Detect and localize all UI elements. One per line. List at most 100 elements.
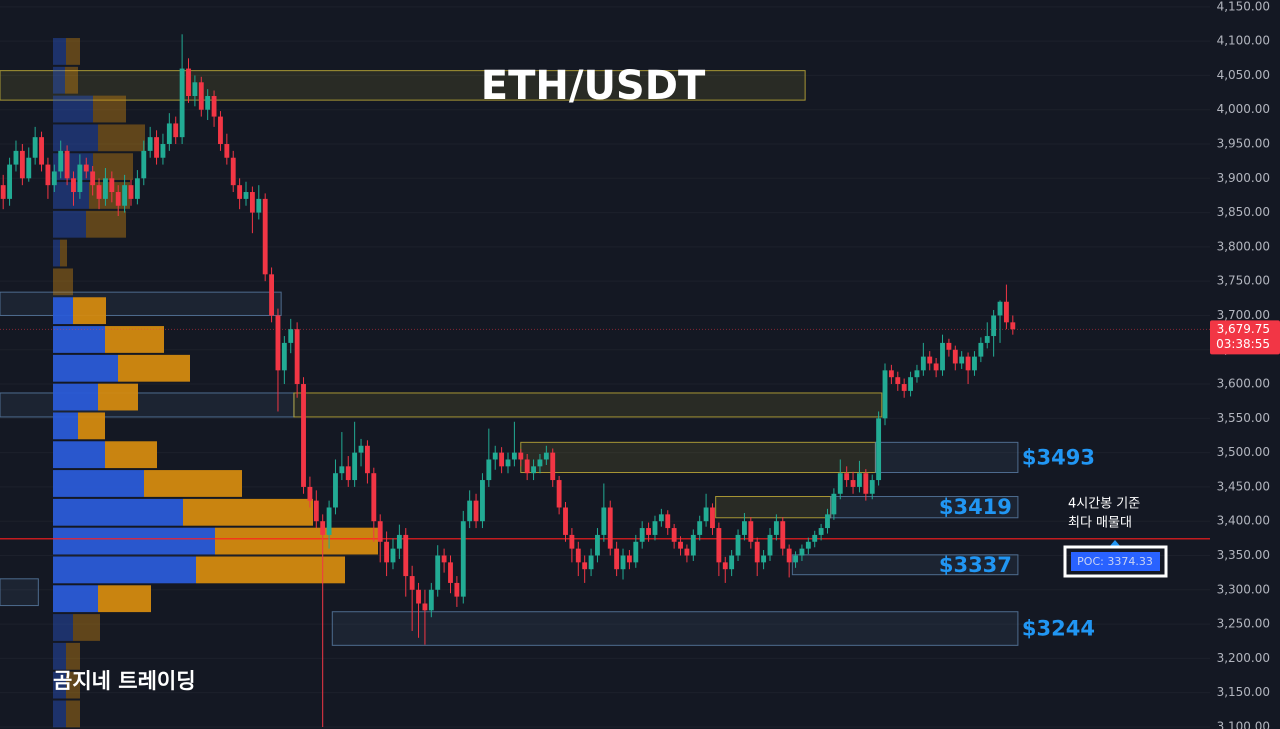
profile-sell: [65, 66, 78, 94]
candle-body: [313, 500, 319, 522]
candle-body: [972, 356, 977, 371]
candle-body: [467, 500, 473, 522]
annotation: 4시간봉 기준: [1068, 497, 1140, 512]
zone-label: $3337: [939, 553, 1012, 577]
candle-body: [537, 459, 543, 467]
candle-body: [109, 178, 115, 193]
profile-buy: [53, 585, 98, 613]
candle-body: [173, 123, 179, 138]
candle-body: [480, 480, 485, 522]
candle-body: [275, 315, 281, 371]
candle-body: [224, 144, 230, 158]
candle-body: [767, 534, 773, 556]
profile-buy: [53, 239, 60, 267]
labels: 4,150.00 4,100.00 4,050.00 4,000.00 3,950.00…: [939, 0, 1280, 729]
zone: [0, 70, 806, 101]
candle-body: [422, 603, 428, 611]
last-price-label: 3,679.75: [1217, 322, 1270, 336]
candle-body: [371, 473, 377, 522]
candle-body: [550, 452, 556, 481]
y-tick-label: 3,350.00: [1217, 548, 1270, 562]
candle-body: [754, 541, 760, 563]
candle-body: [237, 185, 243, 199]
candle-body: [607, 507, 613, 549]
candle-body: [320, 521, 326, 535]
candle-body: [844, 473, 850, 481]
candle-body: [722, 562, 728, 570]
volume-profile: [53, 38, 378, 728]
candle-body: [773, 521, 779, 535]
zone: [0, 578, 39, 607]
profile-sell: [66, 642, 80, 670]
candle-body: [658, 514, 664, 522]
candle-body: [454, 582, 460, 597]
poc-fill: [1071, 552, 1160, 571]
candle-body: [997, 301, 1003, 316]
candle-body: [710, 507, 715, 529]
candle-body: [582, 562, 588, 570]
candle-body: [946, 342, 952, 350]
profile-buy: [53, 124, 98, 152]
candle-body: [626, 555, 632, 563]
profile-buy: [53, 642, 66, 670]
y-tick-label: 3,750.00: [1217, 274, 1270, 288]
candle-body: [882, 370, 888, 419]
candle-body: [505, 459, 511, 467]
profile-sell: [78, 412, 105, 440]
candle-body: [154, 137, 159, 158]
y-tick-label: 4,100.00: [1217, 34, 1270, 48]
zone-label: $3244: [1022, 617, 1095, 641]
candle-body: [473, 500, 479, 522]
profile-buy: [53, 66, 65, 94]
candle-body: [294, 329, 300, 385]
y-tick-label: 4,000.00: [1217, 102, 1270, 116]
candle-body: [831, 493, 837, 515]
candle-body: [818, 528, 824, 535]
candle-body: [45, 164, 51, 186]
candle-body: [166, 123, 172, 145]
candle-body: [850, 480, 856, 487]
profile-sell: [98, 383, 138, 411]
candle-body: [914, 370, 920, 378]
profile-sell: [105, 326, 164, 353]
profile-sell: [53, 268, 73, 296]
candle-body: [64, 150, 70, 179]
candle-body: [83, 164, 89, 172]
zone: [331, 611, 1019, 646]
candle-body: [735, 534, 741, 556]
candle-body: [601, 507, 607, 535]
chart-title: ETH/USDT: [481, 63, 706, 109]
candle-body: [134, 178, 140, 199]
profile-buy: [53, 441, 105, 469]
candle-body: [115, 192, 121, 206]
y-tick-label: 3,200.00: [1217, 651, 1270, 665]
candle-body: [959, 356, 965, 364]
candle-body: [633, 541, 639, 563]
candle-body: [665, 514, 671, 529]
y-tick-label: 3,150.00: [1217, 685, 1270, 699]
profile-sell: [98, 124, 145, 152]
profile-buy: [53, 470, 144, 497]
price-axis: [1210, 0, 1280, 729]
candle-body: [748, 521, 754, 542]
candle-body: [684, 548, 690, 556]
candle-body: [7, 164, 13, 199]
profile-sell: [66, 671, 80, 699]
profile-sell: [98, 585, 151, 613]
candle-body: [198, 82, 204, 110]
candle-body: [262, 198, 268, 275]
candle-body: [837, 473, 843, 494]
profile-sell: [215, 527, 378, 555]
candle-body: [805, 541, 811, 549]
zones: [0, 70, 1019, 646]
candle-body: [780, 521, 786, 549]
candle-body: [614, 548, 620, 570]
y-tick-label: 3,450.00: [1217, 479, 1270, 493]
profile-sell: [118, 354, 190, 382]
y-tick-label: 4,150.00: [1217, 0, 1270, 13]
profile-buy: [53, 671, 66, 699]
candle-body: [103, 178, 108, 199]
candle-body: [333, 473, 338, 508]
price-lines: [0, 328, 1210, 540]
